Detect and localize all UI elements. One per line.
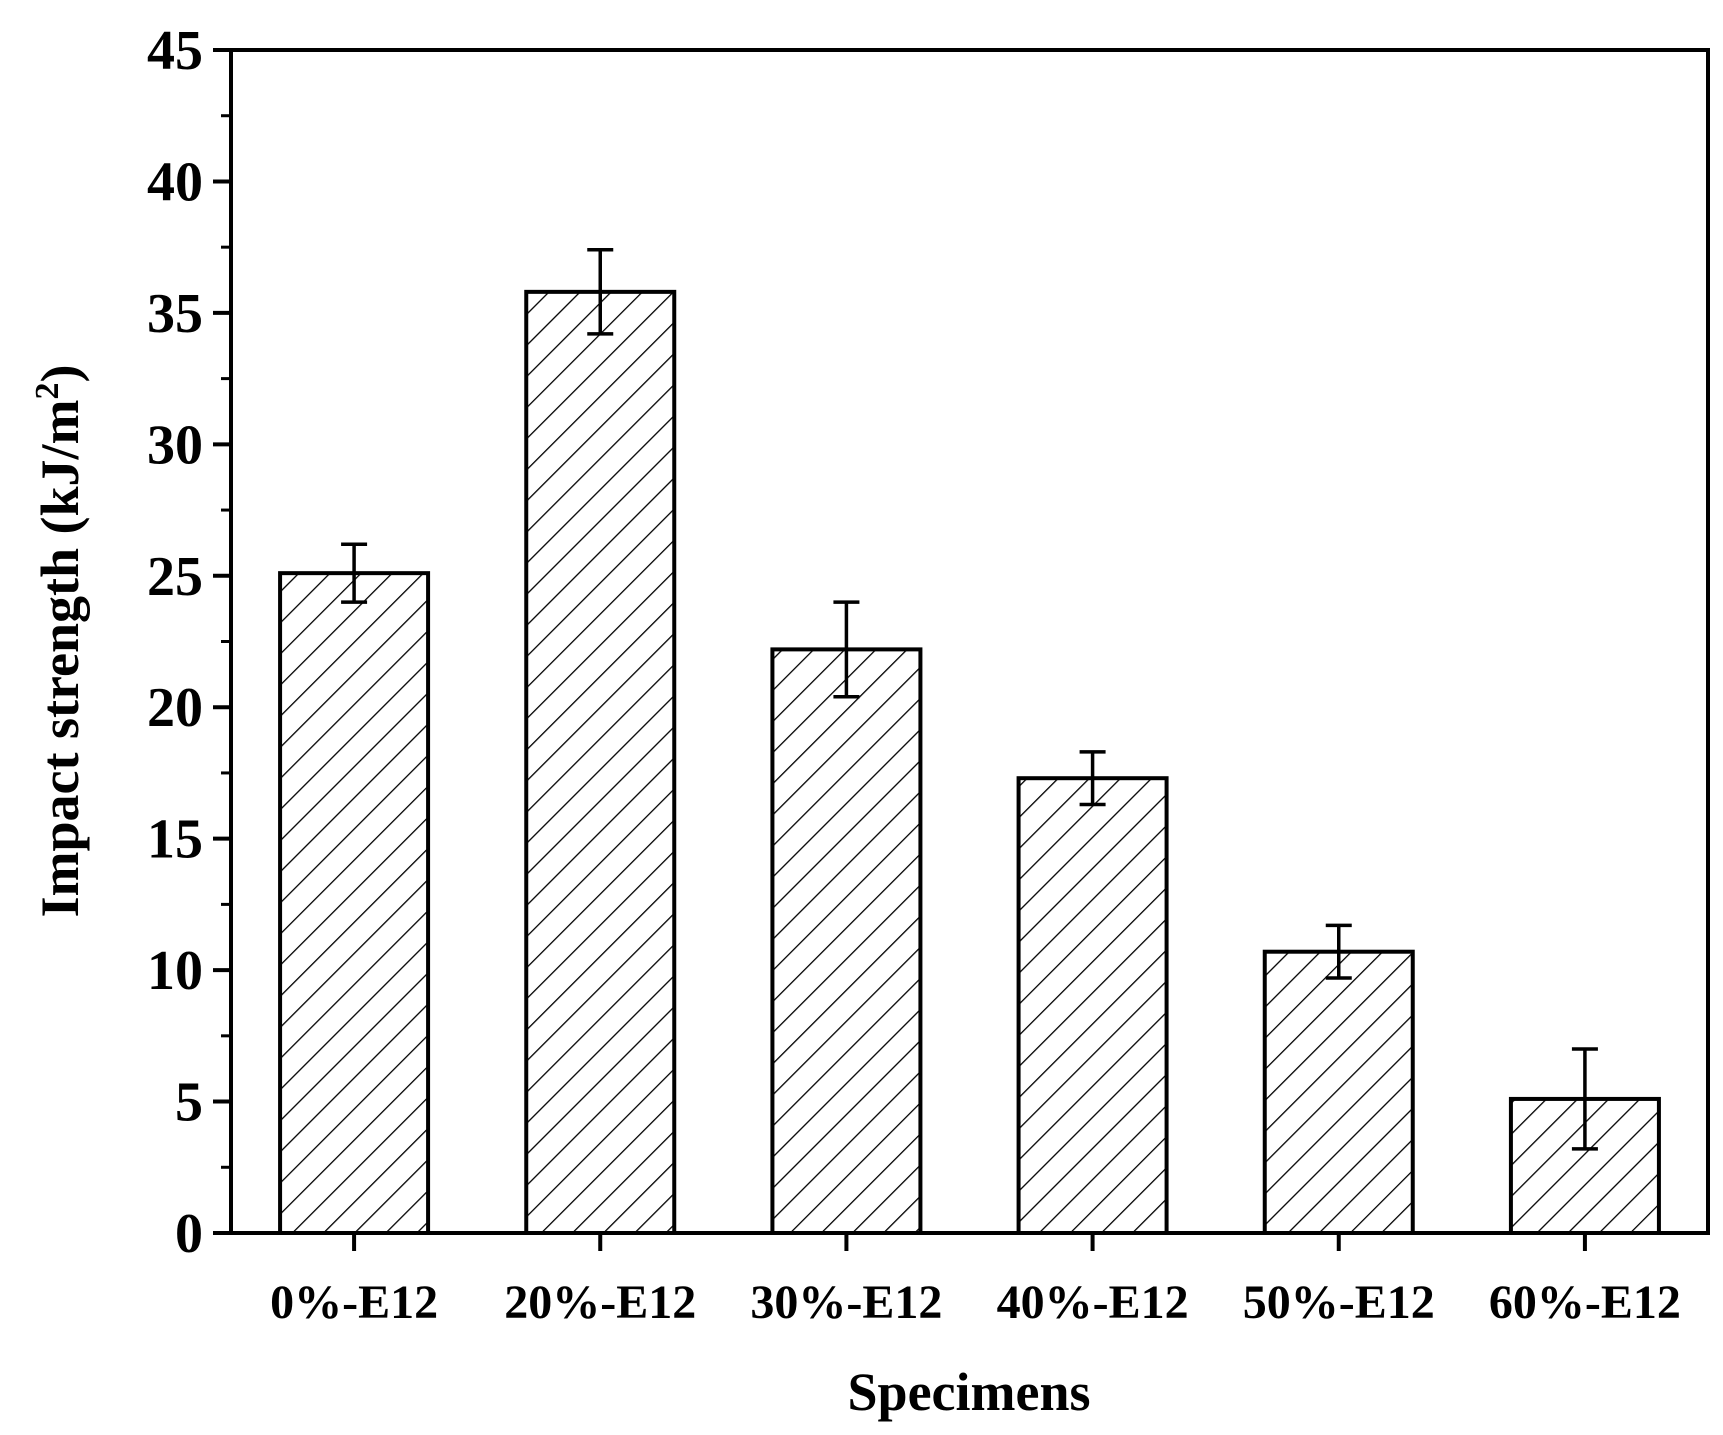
- x-tick-label: 40%-E12: [997, 1276, 1189, 1329]
- error-bar-4: [1079, 750, 1106, 807]
- y-axis-title: Impact strength (kJ/m2): [29, 365, 90, 918]
- bar-4: [1016, 776, 1169, 1235]
- y-tick-label: 5: [175, 1072, 203, 1134]
- y-tick-label: 40: [147, 151, 203, 213]
- y-axis-title-main: Impact strength (kJ/m: [30, 399, 90, 917]
- x-tick-label: 50%-E12: [1243, 1276, 1435, 1329]
- error-bars-layer: [341, 248, 1598, 1151]
- y-axis-title-close: ): [30, 365, 90, 383]
- x-tick-label: 20%-E12: [504, 1276, 696, 1329]
- y-tick-label: 10: [147, 940, 203, 1002]
- error-bar-6: [1571, 1047, 1598, 1151]
- error-bar-5: [1325, 923, 1352, 980]
- x-axis-ticks: 0%-E12 20%-E12 30%-E12 40%-E12 50%-E12 60%-E1…: [270, 1233, 1681, 1329]
- y-axis-title-superscript: 2: [29, 383, 66, 400]
- error-bar-1: [341, 542, 368, 604]
- y-tick-label: 35: [147, 283, 203, 345]
- plot-frame: [229, 48, 1710, 1235]
- x-tick-label: 0%-E12: [270, 1276, 438, 1329]
- y-tick-label: 0: [175, 1203, 203, 1265]
- y-tick-label: 15: [147, 809, 203, 871]
- error-bar-3: [833, 600, 860, 699]
- bars-layer: [278, 289, 1661, 1235]
- bar-3: [770, 647, 923, 1235]
- bar-5: [1262, 949, 1415, 1235]
- y-tick-label: 20: [147, 677, 203, 739]
- x-tick-label: 30%-E12: [750, 1276, 942, 1329]
- y-tick-label: 25: [147, 546, 203, 608]
- y-tick-label: 30: [147, 414, 203, 476]
- bar-1: [278, 571, 431, 1235]
- x-tick-label: 60%-E12: [1489, 1276, 1681, 1329]
- bar-2: [524, 289, 677, 1235]
- y-axis-ticks: 0 5 10 15 20 25 30 35 40 45: [147, 20, 231, 1265]
- error-bar-2: [587, 248, 614, 336]
- x-axis-title: Specimens: [848, 1362, 1091, 1422]
- y-tick-label: 45: [147, 20, 203, 82]
